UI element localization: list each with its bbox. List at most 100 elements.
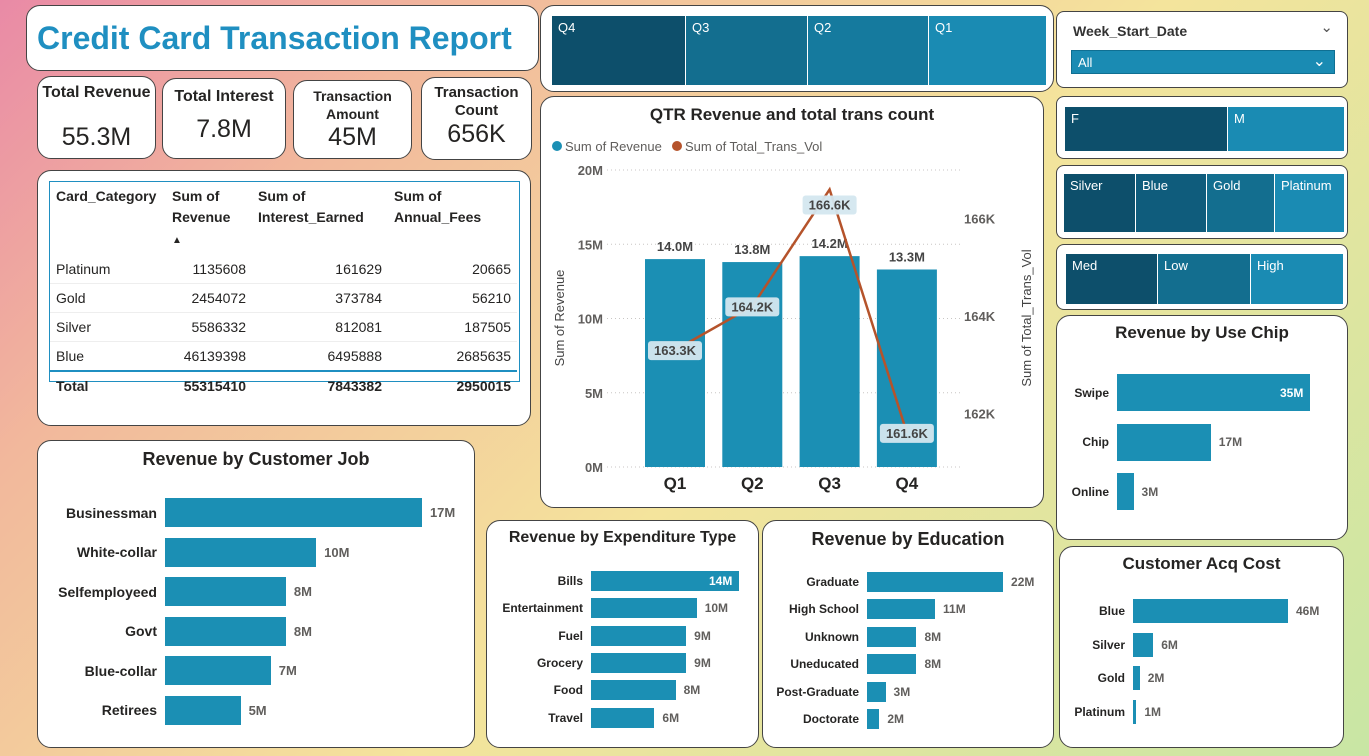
slicer-tile-m[interactable]: M: [1228, 107, 1344, 151]
bar[interactable]: [1133, 599, 1288, 623]
expenditure-bar-chart: Bills 14M Entertainment 10M Fuel 9M Grocery 9M F…: [487, 521, 760, 749]
bar-value-label: 17M: [1218, 435, 1243, 449]
y-tick-label: 5M: [585, 386, 603, 401]
bar[interactable]: [1133, 632, 1154, 657]
card-category-table: Card_Category Sum of Revenue ▲ Sum of Int…: [50, 182, 517, 400]
kpi-label: Transaction Amount: [313, 88, 392, 122]
bar-value-label: 3M: [1141, 484, 1159, 499]
bar-value-label: 5M: [248, 702, 267, 718]
chart-title: Customer Acq Cost: [1122, 554, 1281, 573]
bar-category-label: Online: [1071, 484, 1109, 499]
bar[interactable]: [165, 695, 241, 725]
bar[interactable]: [165, 656, 271, 685]
bar[interactable]: [591, 707, 655, 728]
slicer-tile-gold[interactable]: Gold: [1207, 174, 1275, 232]
bar[interactable]: [867, 572, 1004, 592]
bar[interactable]: [722, 262, 783, 467]
chart-title: Revenue by Customer Job: [142, 449, 370, 469]
bar-value-label: 2M: [1147, 671, 1165, 685]
slicer-tile-silver[interactable]: Silver: [1064, 174, 1136, 232]
slicer-tile-f[interactable]: F: [1065, 107, 1228, 151]
bar-category-label: Unknown: [805, 629, 859, 644]
bar[interactable]: [867, 599, 936, 620]
bar[interactable]: [799, 256, 860, 467]
table-row[interactable]: Blue 46139398 6495888 2685635: [50, 341, 517, 372]
slicer-tile-q1[interactable]: Q1: [929, 16, 1046, 85]
bar[interactable]: [867, 681, 886, 702]
bar-value-label: 9M: [694, 655, 711, 670]
bar-category-label: Uneducated: [790, 657, 859, 672]
bar-category-label: Graduate: [806, 575, 859, 589]
bar-category-label: Blue-collar: [84, 662, 157, 679]
bar-value-label: 8M: [924, 657, 942, 672]
y-axis-title: Sum of Revenue: [552, 270, 567, 367]
use-chip-bar-chart: Swipe 35M Chip 17M Online 3M: [1057, 316, 1349, 541]
expenditure-chart-card: Revenue by Expenditure Type Bills 14M Ente…: [486, 520, 759, 748]
slicer-label: Week_Start_Date: [1073, 23, 1188, 39]
slicer-tile-high[interactable]: High: [1251, 254, 1343, 304]
card-category-table-card: Card_Category Sum of Revenue ▲ Sum of Int…: [37, 170, 531, 426]
bar[interactable]: [591, 652, 687, 673]
bar-category-label: Swipe: [1074, 385, 1109, 400]
bar[interactable]: [867, 654, 917, 675]
bar[interactable]: [165, 616, 286, 646]
slicer-tile-med[interactable]: Med: [1066, 254, 1158, 304]
bar[interactable]: [1117, 374, 1310, 411]
legend-marker-revenue: [552, 141, 562, 151]
kpi-value: 45M: [328, 123, 377, 151]
line-label-bg: [648, 341, 702, 361]
slicer-tile-q3[interactable]: Q3: [686, 16, 808, 85]
bar-value-label: 6M: [662, 710, 680, 725]
bar-value-label: 13.8M: [734, 242, 770, 257]
y-tick-label: 15M: [578, 237, 603, 252]
bar[interactable]: [591, 625, 687, 646]
slicer-tile-blue[interactable]: Blue: [1136, 174, 1207, 232]
slicer-tile-q4[interactable]: Q4: [552, 16, 686, 85]
bar-category-label: Fuel: [558, 628, 583, 643]
bar[interactable]: [165, 577, 286, 606]
chart-title: Revenue by Education: [811, 529, 1005, 549]
column-header-sorted[interactable]: Sum of Revenue ▲: [172, 188, 231, 246]
report-title-card: Credit Card Transaction Report: [26, 5, 539, 71]
x-tick-label: Q4: [896, 474, 919, 493]
column-header[interactable]: Sum of Interest_Earned: [258, 188, 364, 225]
bar[interactable]: [591, 571, 739, 591]
bar-value-label: 8M: [924, 629, 942, 644]
slicer-tile-q2[interactable]: Q2: [808, 16, 929, 85]
bar[interactable]: [1133, 699, 1137, 724]
kpi-value: 55.3M: [61, 123, 132, 151]
bar[interactable]: [165, 498, 422, 527]
kpi-total-revenue: Total Revenue 55.3M: [37, 76, 156, 159]
bar[interactable]: [1133, 666, 1140, 690]
table-row[interactable]: Platinum 1135608 161629 20665: [50, 255, 517, 284]
column-header[interactable]: Card_Category: [56, 188, 157, 204]
bar-category-label: White-collar: [76, 544, 157, 560]
job-bar-chart: Businessman 17M White-collar 10M Selfemploye…: [38, 441, 476, 749]
dropdown-value: All: [1078, 55, 1093, 70]
bar-value-label: 2M: [887, 712, 905, 726]
education-chart-card: Revenue by Education Graduate 22M High Sch…: [762, 520, 1054, 748]
slicer-tile-platinum[interactable]: Platinum: [1275, 174, 1344, 232]
week-dropdown[interactable]: All ⌄: [1071, 50, 1335, 74]
bar[interactable]: [645, 259, 705, 467]
bar[interactable]: [591, 598, 697, 619]
bar[interactable]: [165, 537, 317, 567]
y2-axis-title: Sum of Total_Trans_Vol: [1019, 249, 1034, 386]
bar[interactable]: [867, 626, 917, 647]
bar-value-label: 6M: [1161, 637, 1178, 652]
column-header[interactable]: Sum of Annual_Fees: [394, 188, 482, 225]
table-row[interactable]: Gold 2454072 373784 56210: [50, 283, 517, 313]
bar-value-label: 10M: [704, 601, 729, 616]
line-value-label: 163.3K: [654, 343, 697, 358]
quarter-slicer-tiles: Q4 Q3 Q2 Q1: [552, 16, 1046, 85]
table-row[interactable]: Silver 5586332 812081 187505: [50, 312, 517, 342]
trans-vol-line: [674, 186, 909, 434]
bar[interactable]: [591, 680, 676, 701]
bar[interactable]: [1117, 473, 1134, 510]
table-total-row: Total 55315410 7843382 2950015: [50, 370, 517, 400]
slicer-tile-low[interactable]: Low: [1158, 254, 1251, 304]
bar[interactable]: [1117, 423, 1211, 461]
chevron-up-icon[interactable]: ⌄: [1320, 19, 1333, 36]
bar[interactable]: [867, 709, 880, 729]
kpi-label: Transaction Count: [434, 84, 519, 119]
